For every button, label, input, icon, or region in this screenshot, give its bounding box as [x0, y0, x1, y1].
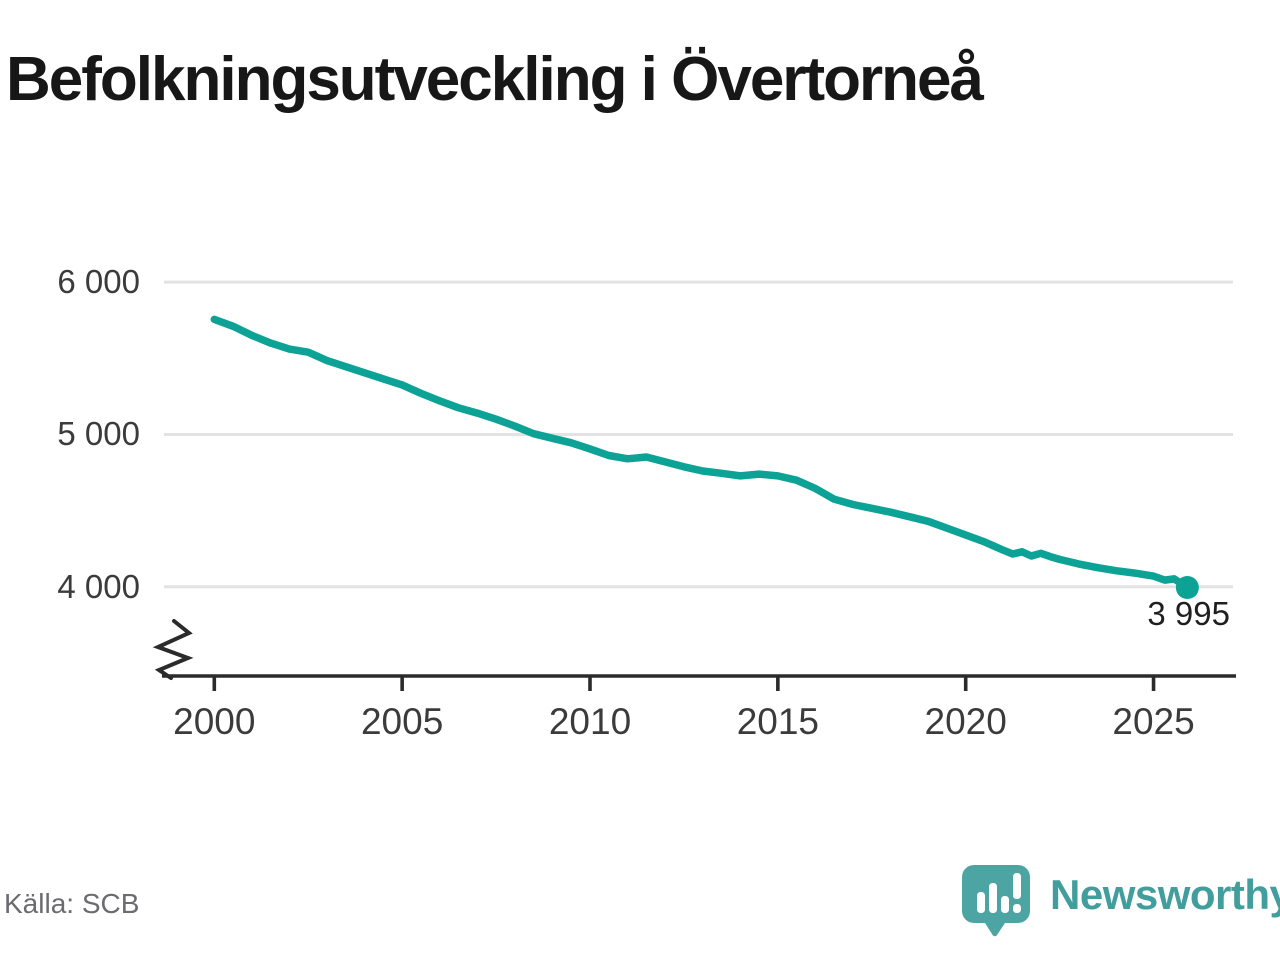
page-title: Befolkningsutveckling i Övertorneå: [6, 45, 984, 114]
y-tick-label: 4 000: [57, 567, 140, 605]
y-tick-label: 6 000: [57, 263, 140, 301]
population-line: [210, 315, 1199, 600]
newsworthy-wordmark: Newsworthy: [1050, 871, 1280, 918]
y-tick-label: 5 000: [57, 415, 140, 453]
x-axis: [162, 674, 1236, 691]
x-tick-label: 2005: [360, 701, 444, 742]
last-point-dot: [1175, 576, 1199, 600]
source-note: Källa: SCB: [4, 888, 140, 919]
gridlines: [164, 280, 1233, 589]
newsworthy-logo: Newsworthy: [960, 858, 1280, 938]
axis-break-icon: [152, 619, 194, 680]
x-tick-label: 2025: [1112, 701, 1195, 742]
bar-chart-speech-bubble-icon: [962, 865, 1030, 937]
x-tick-label: 2015: [736, 701, 819, 742]
x-tick-label: 2000: [173, 701, 256, 742]
x-tick-label: 2020: [924, 701, 1007, 742]
x-tick-label: 2010: [548, 701, 632, 742]
last-value-label: 3 995: [1147, 595, 1230, 632]
